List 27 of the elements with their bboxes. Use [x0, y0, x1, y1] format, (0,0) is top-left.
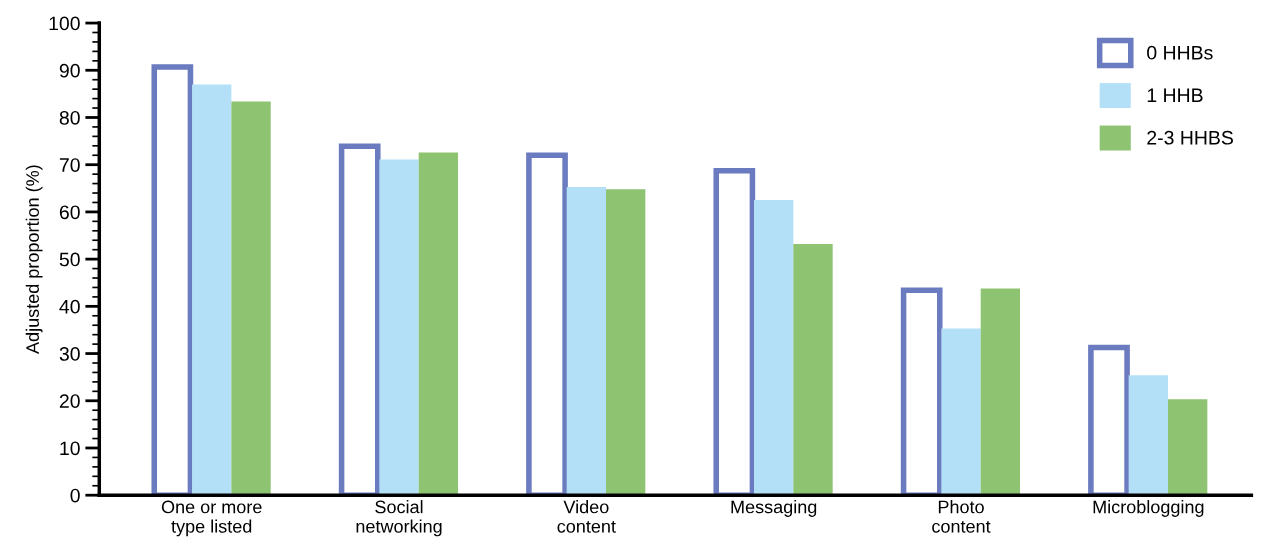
- x-tick-label: Video content: [557, 500, 616, 533]
- x-tick-label: One or more type listed: [161, 500, 262, 537]
- bar: [793, 244, 833, 496]
- y-tick-label: 20: [59, 394, 80, 409]
- legend-label: 1 HHB: [1147, 88, 1203, 102]
- y-tick-label: 100: [49, 16, 80, 31]
- x-tick-label: Social networking: [356, 500, 442, 537]
- y-tick-label: 0: [70, 488, 80, 503]
- y-axis-title: Adjusted proportion (%): [25, 165, 43, 354]
- bar: [418, 152, 459, 496]
- bar: [1168, 399, 1208, 496]
- y-tick-label: 90: [59, 63, 80, 78]
- legend-label: 0 HHBs: [1147, 45, 1213, 60]
- x-tick-label: Microblogging: [1093, 500, 1204, 517]
- bar: [980, 288, 1021, 496]
- legend-label: 2-3 HHBS: [1147, 130, 1233, 145]
- bar: [606, 189, 646, 496]
- y-tick-label: 40: [59, 299, 80, 314]
- y-tick-label: 30: [59, 347, 80, 361]
- y-tick-label: 80: [59, 110, 80, 125]
- x-tick-label: Photo content: [932, 500, 991, 533]
- y-tick-label: 60: [59, 205, 80, 220]
- y-tick-label: 10: [60, 441, 80, 456]
- y-tick-label: 70: [59, 158, 80, 172]
- y-tick-label: 50: [59, 252, 80, 267]
- x-tick-label: Messaging: [731, 500, 817, 517]
- bar: [231, 101, 271, 496]
